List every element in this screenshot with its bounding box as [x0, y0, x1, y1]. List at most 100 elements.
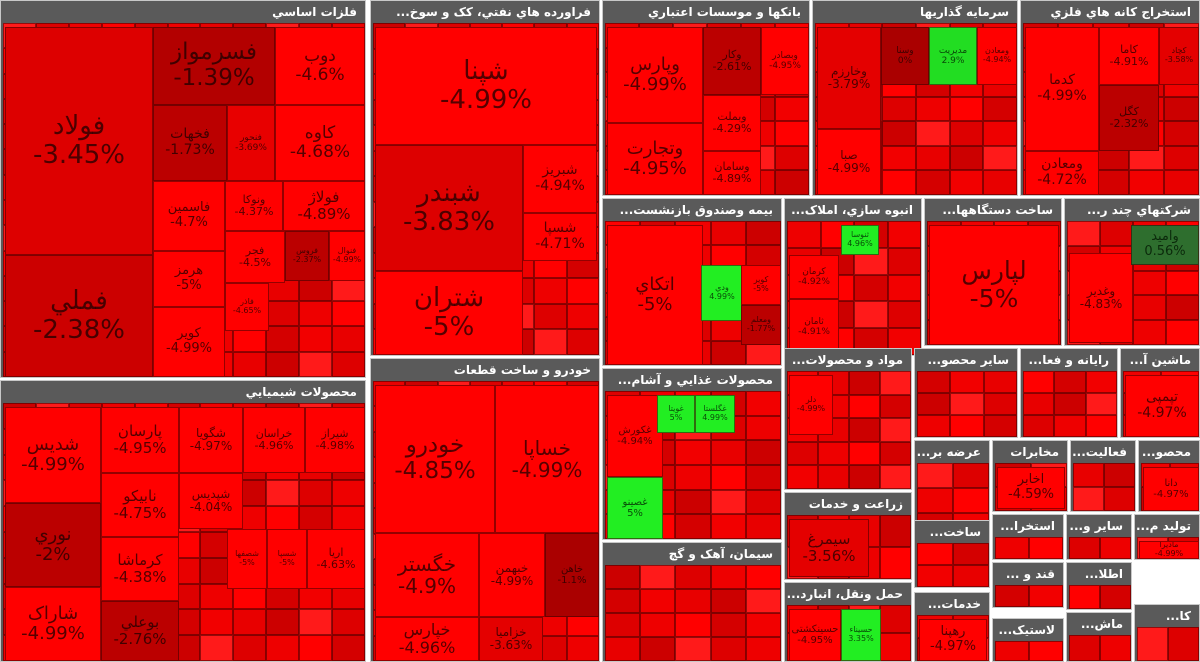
stock-tile[interactable]: غويتا 5% — [657, 395, 695, 433]
sector-block[interactable]: توليد م... مادیرا -4.99% — [1134, 514, 1200, 560]
stock-tile[interactable]: پارسان -4.95% — [101, 407, 179, 473]
stock-tile[interactable]: ومعلم -1.77% — [741, 305, 781, 345]
stock-tile[interactable]: کاما -4.91% — [1099, 27, 1159, 85]
sector-block[interactable]: قند و ... — [992, 562, 1064, 608]
stock-tile[interactable]: کرمان -4.92% — [789, 255, 839, 299]
stock-tile[interactable]: خراسان -4.96% — [243, 407, 305, 473]
stock-tile[interactable]: شسپا -4.71% — [523, 213, 597, 261]
stock-tile[interactable]: کوير -5% — [741, 265, 781, 305]
sector-block[interactable]: انبوه سازي، املاک... ثنوسا 4.96% کرمان -4.92… — [784, 198, 922, 356]
stock-tile[interactable]: نوري -2% — [5, 503, 101, 587]
stock-tile[interactable]: اريا -4.63% — [307, 529, 365, 589]
stock-tile[interactable]: شپديس -4.04% — [179, 473, 243, 529]
sector-block[interactable]: ساير و... — [1066, 514, 1132, 560]
stock-tile[interactable]: وپارس -4.99% — [607, 27, 703, 123]
sector-block[interactable]: فعاليت... — [1070, 440, 1136, 512]
stock-tile[interactable]: مديريت 2.9% — [929, 27, 977, 85]
stock-tile[interactable]: وبملت -4.29% — [703, 95, 761, 151]
stock-tile[interactable]: شپنا -4.99% — [375, 27, 597, 145]
stock-tile[interactable]: غکورش -4.94% — [607, 395, 663, 477]
stock-tile[interactable]: ونوکا -4.37% — [225, 181, 283, 231]
stock-tile[interactable]: ودي 4.99% — [701, 265, 743, 321]
stock-tile[interactable]: وسامان -4.89% — [703, 151, 761, 195]
stock-tile[interactable]: دانا -4.97% — [1143, 467, 1199, 511]
sector-block[interactable]: سرمايه گذاريها وخارزم -3.79% وسنا 0% مديريت 2.… — [812, 0, 1018, 196]
stock-tile[interactable]: وتجارت -4.95% — [607, 123, 703, 195]
stock-tile[interactable]: کگل -2.32% — [1099, 85, 1159, 151]
sector-block[interactable]: محصو... دانا -4.97% — [1138, 440, 1200, 512]
stock-tile[interactable]: فنحور -3.69% — [227, 105, 275, 181]
stock-tile[interactable]: کوير -4.99% — [153, 307, 225, 377]
stock-tile[interactable]: ومعادن -4.94% — [977, 27, 1017, 85]
stock-tile[interactable]: شتران -5% — [375, 271, 523, 355]
stock-tile[interactable]: ثنوسا 4.96% — [841, 225, 879, 255]
stock-tile[interactable]: وبصادر -4.95% — [761, 27, 809, 95]
stock-tile[interactable]: فجر -4.5% — [225, 231, 285, 283]
stock-tile[interactable]: کچاد -3.58% — [1159, 27, 1199, 85]
stock-tile[interactable]: مادیرا -4.99% — [1139, 541, 1199, 559]
stock-tile[interactable]: وکار -2.61% — [703, 27, 761, 95]
sector-block[interactable]: خودرو و ساخت قطعات خودرو -4.85% خساپا -4.99%… — [370, 358, 600, 662]
sector-block[interactable]: ساخت دستگاهها... لپارس -5% — [924, 198, 1062, 346]
sector-block[interactable]: مواد و محصولات... دلر -4.99% — [784, 348, 912, 490]
sector-block[interactable]: مخابرات اخابر -4.59% — [992, 440, 1068, 512]
stock-tile[interactable]: تپمپی -4.97% — [1125, 375, 1199, 437]
stock-tile[interactable]: وغدير -4.83% — [1069, 253, 1133, 343]
stock-tile[interactable]: شيراز -4.98% — [305, 407, 365, 473]
stock-tile[interactable]: کاوه -4.68% — [275, 105, 365, 181]
stock-tile[interactable]: اتکاي -5% — [607, 225, 703, 365]
sector-block[interactable]: حمل ونقل، انبارد... حسينکشتی -4.95% حسيناء 3… — [784, 582, 912, 662]
sector-block[interactable]: ماش... — [1066, 612, 1132, 662]
stock-tile[interactable]: فروس -2.37% — [285, 231, 329, 281]
sector-block[interactable]: خدمات... رهپنا -4.97% — [914, 592, 990, 662]
sector-block[interactable]: استخرا... — [992, 514, 1064, 560]
stock-tile[interactable]: خگستر -4.9% — [375, 533, 479, 617]
stock-tile[interactable]: شگويا -4.97% — [179, 407, 243, 473]
sector-block[interactable]: رايانه و فعا... — [1020, 348, 1118, 438]
stock-tile[interactable]: صبا -4.99% — [817, 129, 881, 195]
sector-block[interactable]: بانکها و موسسات اعتباري وپارس -4.99% وتجارت… — [602, 0, 810, 196]
stock-tile[interactable]: ومعادن -4.72% — [1025, 151, 1099, 195]
sector-block[interactable]: بيمه وصندوق بازنشست... اتکاي -5% ودي 4.99% کو… — [602, 198, 782, 366]
stock-tile[interactable]: شسپا -5% — [267, 529, 307, 589]
sector-block[interactable]: فراورده هاي نفتي، کک و سوخ... شپنا -4.99% ش… — [370, 0, 600, 356]
sector-block[interactable]: لاستيک... — [992, 618, 1064, 662]
stock-tile[interactable]: دوب -4.6% — [275, 27, 365, 105]
stock-tile[interactable]: خساپا -4.99% — [495, 385, 599, 533]
sector-block[interactable]: ماشين آ... تپمپی -4.97% — [1120, 348, 1200, 438]
stock-tile[interactable]: خزامیا -3.63% — [479, 617, 543, 661]
sector-block[interactable]: شرکتهاي چند ر... وغدير -4.83% وامید 0.56% — [1064, 198, 1200, 346]
stock-tile[interactable]: فسرمواز -1.39% — [153, 27, 275, 105]
sector-block[interactable]: فلزات اساسي فولاد -3.45% فملي -2.38% فسرمواز -… — [0, 0, 366, 378]
stock-tile[interactable]: خاهن -1.1% — [545, 533, 599, 617]
sector-block[interactable]: اطلا... — [1066, 562, 1132, 610]
stock-tile[interactable]: شديس -4.99% — [5, 407, 101, 503]
stock-tile[interactable]: شبريز -4.94% — [523, 145, 597, 213]
stock-tile[interactable]: وسنا 0% — [881, 27, 929, 85]
sector-block[interactable]: زراعت و خدمات سيمرغ -3.56% — [784, 492, 912, 580]
stock-tile[interactable]: حسينکشتی -4.95% — [789, 609, 841, 661]
stock-tile[interactable]: وخارزم -3.79% — [817, 27, 881, 129]
stock-tile[interactable]: فخهات -1.73% — [153, 105, 227, 181]
stock-tile[interactable]: لپارس -5% — [929, 225, 1059, 345]
sector-block[interactable]: ساخت... — [914, 520, 990, 588]
stock-tile[interactable]: سيمرغ -3.56% — [789, 519, 869, 577]
stock-tile[interactable]: فولاژ -4.89% — [283, 181, 365, 231]
stock-tile[interactable]: خپارس -4.96% — [375, 617, 479, 661]
stock-tile[interactable]: وامید 0.56% — [1131, 225, 1199, 265]
stock-tile[interactable]: غگلستا 4.99% — [695, 395, 735, 433]
stock-tile[interactable]: فاسمين -4.7% — [153, 181, 225, 251]
stock-tile[interactable]: نابيکو -4.75% — [101, 473, 179, 537]
stock-tile[interactable]: اخابر -4.59% — [997, 467, 1065, 509]
stock-tile[interactable]: فولاد -3.45% — [5, 27, 153, 255]
stock-tile[interactable]: فاذر -4.65% — [225, 283, 269, 331]
sector-block[interactable]: محصولات شيميايي شديس -4.99% پارسان -4.95% شگو… — [0, 380, 366, 662]
sector-block[interactable]: استخراج کانه هاي فلزي کدما -4.99% کاما -4.91… — [1020, 0, 1200, 196]
sector-block[interactable]: سيمان، آهک و گچ — [602, 542, 782, 662]
stock-tile[interactable]: کرماشا -4.38% — [101, 537, 179, 601]
stock-tile[interactable]: بوعلي -2.76% — [101, 601, 179, 661]
stock-tile[interactable]: خبهمن -4.99% — [479, 533, 545, 617]
stock-tile[interactable]: شبندر -3.83% — [375, 145, 523, 271]
stock-tile[interactable]: فملي -2.38% — [5, 255, 153, 377]
stock-tile[interactable]: دلر -4.99% — [789, 375, 833, 435]
